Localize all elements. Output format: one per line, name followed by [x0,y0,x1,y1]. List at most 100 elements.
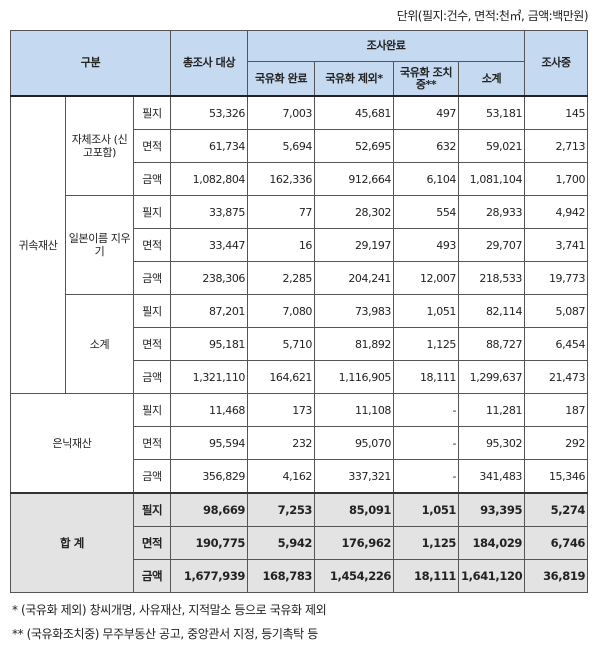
value-cell: 497 [393,95,460,130]
metric-label: 필지 [132,195,172,229]
value-cell: 5,710 [247,327,316,361]
value-cell: 4,942 [524,195,589,229]
footnote-excluded: * (국유화 제외) 창씨개명, 사유재산, 지적말소 등으로 국유화 제외 [12,603,327,617]
total-label: 합 계 [10,492,134,593]
value-cell: 53,326 [170,95,249,130]
value-cell: 11,108 [314,393,395,427]
value-cell: 12,007 [393,261,460,295]
value-cell: 1,321,110 [170,360,249,394]
value-cell: 53,181 [458,95,526,130]
value-cell: 6,454 [524,327,589,361]
value-cell: 52,695 [314,129,395,163]
subgroup-label: 자체조사 (신고포함) [65,95,134,196]
value-cell: 1,700 [524,162,589,196]
value-cell: 85,091 [314,492,395,527]
value-cell: 95,070 [314,426,395,460]
value-cell: 632 [393,129,460,163]
value-cell: 45,681 [314,95,395,130]
header-in-progress-action: 국유화 조치중** [393,61,460,97]
value-cell: 7,253 [247,492,316,527]
value-cell: 5,087 [524,294,589,328]
table-row: 은닉재산 필지 11,468 173 11,108-11,281 187 [10,393,589,494]
value-cell: 5,274 [524,492,589,527]
value-cell: 164,621 [247,360,316,394]
value-cell: 15,346 [524,459,589,494]
metric-label: 면적 [132,327,172,361]
table-row: 금액 1,082,804 162,336 912,664 6,104 1,081,104 1… [11,162,589,196]
table-row: 면적 95,594 232 95,070-95,302 292 [11,426,589,460]
value-cell: - [393,426,460,460]
value-cell: 176,962 [314,526,395,560]
value-cell: 33,875 [170,195,249,229]
value-cell: 36,819 [524,559,589,593]
value-cell: 29,707 [458,228,526,262]
value-cell: 190,775 [170,526,249,560]
value-cell: 1,116,905 [314,360,395,394]
table-row: 금액 1,321,110 164,621 1,116,905 18,111 1,299,6… [11,360,589,394]
metric-label: 필지 [132,294,172,328]
value-cell: 1,299,637 [458,360,526,394]
value-cell: 6,104 [393,162,460,196]
value-cell: 2,285 [247,261,316,295]
value-cell: 232 [247,426,316,460]
metric-label: 면적 [132,526,172,560]
group-label: 귀속재산 [10,95,66,394]
value-cell: 59,021 [458,129,526,163]
value-cell: 1,051 [393,492,460,527]
table-body: 귀속재산 자체조사 (신고포함) 필지 53,326 7,003 45,681 497 53,… [10,95,589,593]
value-cell: 16 [247,228,316,262]
table-row: 일본이름 지우기 필지 33,875 77 28,302 554 28,933 4,942 [11,195,589,295]
value-cell: 4,162 [247,459,316,494]
value-cell: 1,125 [393,327,460,361]
metric-label: 금액 [132,559,172,593]
value-cell: 11,281 [458,393,526,427]
value-cell: 341,483 [458,459,526,494]
value-cell: 145 [524,95,589,130]
header-total-target: 총조사 대상 [170,30,249,97]
metric-label: 금액 [132,162,172,196]
metric-label: 금액 [132,360,172,394]
header-nationalized: 국유화 완료 [247,61,316,97]
value-cell: 3,741 [524,228,589,262]
value-cell: 218,533 [458,261,526,295]
value-cell: 61,734 [170,129,249,163]
value-cell: 95,181 [170,327,249,361]
value-cell: 184,029 [458,526,526,560]
table-row: 면적 61,734 5,694 52,695 632 59,021 2,713 [11,129,589,163]
value-cell: 912,664 [314,162,395,196]
metric-label: 필지 [132,95,172,130]
value-cell: 493 [393,228,460,262]
header-category: 구분 [9,30,172,97]
value-cell: 93,395 [458,492,526,527]
value-cell: 1,454,226 [314,559,395,593]
value-cell: 1,081,104 [458,162,526,196]
value-cell: 28,302 [314,195,395,229]
value-cell: - [393,459,460,494]
value-cell: 7,080 [247,294,316,328]
value-cell: 337,321 [314,459,395,494]
metric-label: 면적 [132,129,172,163]
footnotes: * (국유화 제외) 창씨개명, 사유재산, 지적말소 등으로 국유화 제외 *… [12,598,327,646]
value-cell: 11,468 [170,393,249,427]
value-cell: 5,942 [247,526,316,560]
metric-label: 금액 [132,261,172,295]
value-cell: 187 [524,393,589,427]
group-label: 은닉재산 [10,393,134,494]
value-cell: 356,829 [170,459,249,494]
value-cell: 19,773 [524,261,589,295]
value-cell: 238,306 [170,261,249,295]
value-cell: 292 [524,426,589,460]
value-cell: 21,473 [524,360,589,394]
table-row: 면적 33,447 16 29,197 493 29,707 3,741 [11,228,589,262]
value-cell: 1,641,120 [458,559,526,593]
value-cell: 162,336 [247,162,316,196]
value-cell: 173 [247,393,316,427]
value-cell: 29,197 [314,228,395,262]
value-cell: 82,114 [458,294,526,328]
value-cell: 28,933 [458,195,526,229]
metric-label: 필지 [132,492,172,527]
table-row: 면적 95,181 5,710 81,892 1,125 88,727 6,454 [11,327,589,361]
metric-label: 면적 [132,426,172,460]
value-cell: 81,892 [314,327,395,361]
header-investigating: 조사중 [524,30,589,97]
